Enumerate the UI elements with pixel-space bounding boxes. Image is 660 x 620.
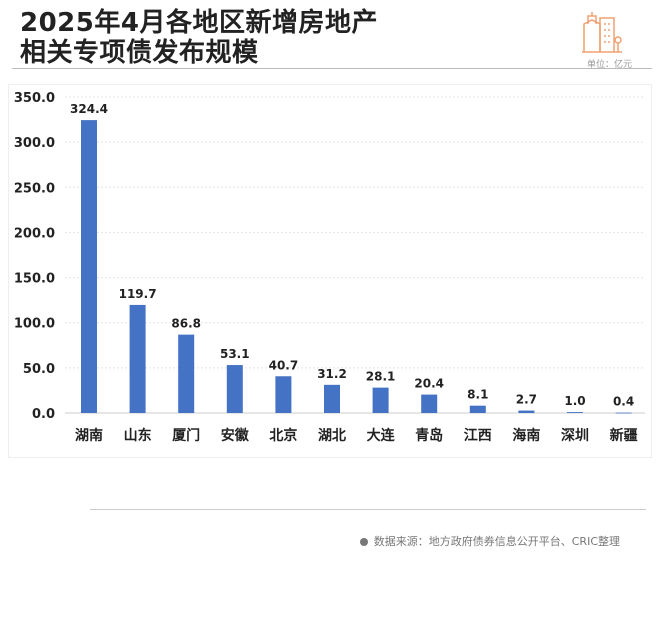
x-tick-label: 青岛 <box>415 427 443 444</box>
y-tick-label: 250.0 <box>14 181 55 196</box>
data-label: 119.7 <box>119 287 157 301</box>
y-tick-label: 100.0 <box>14 317 55 332</box>
data-label: 2.7 <box>516 393 537 407</box>
bar <box>81 120 97 413</box>
bar <box>372 387 389 413</box>
bullet-icon <box>359 538 368 546</box>
x-tick-label: 山东 <box>124 427 152 444</box>
x-tick-label: 大连 <box>367 427 396 444</box>
bar <box>421 394 438 413</box>
data-label: 53.1 <box>220 347 250 361</box>
data-label: 40.7 <box>269 358 299 372</box>
divider <box>12 68 652 69</box>
y-tick-label: 0.0 <box>32 407 55 422</box>
x-tick-label: 海南 <box>512 427 540 444</box>
bar <box>275 376 292 413</box>
y-tick-label: 150.0 <box>14 272 55 287</box>
x-tick-label: 厦门 <box>172 427 200 444</box>
x-tick-label: 湖北 <box>318 428 346 444</box>
buildings-icon <box>582 12 622 53</box>
y-tick-label: 350.0 <box>14 91 55 106</box>
x-tick-label: 北京 <box>269 427 297 444</box>
bar <box>567 412 583 413</box>
y-tick-label: 300.0 <box>14 136 55 151</box>
x-tick-label: 安徽 <box>221 427 250 444</box>
x-tick-label: 湖南 <box>75 427 103 444</box>
data-label: 28.1 <box>366 370 396 384</box>
page-title: 2025年4月各地区新增房地产 相关专项债发布规模 <box>20 8 378 68</box>
x-tick-label: 新疆 <box>610 427 638 444</box>
chart-frame <box>8 84 652 458</box>
bar <box>129 304 146 413</box>
y-tick-label: 50.0 <box>23 362 55 377</box>
data-label: 20.4 <box>414 377 444 391</box>
data-label: 86.8 <box>171 317 201 331</box>
data-label: 324.4 <box>70 102 108 116</box>
x-tick-label: 江西 <box>464 427 492 444</box>
source-note: 数据来源：地方政府债券信息公开平台、CRIC整理 <box>359 533 620 549</box>
bar <box>615 412 632 414</box>
source-text: 数据来源：地方政府债券信息公开平台、CRIC整理 <box>373 535 620 548</box>
title-line-1: 2025年4月各地区新增房地产 <box>20 8 378 38</box>
data-label: 31.2 <box>317 367 347 381</box>
bar <box>518 410 535 413</box>
bar <box>226 365 243 413</box>
y-tick-label: 200.0 <box>14 226 55 241</box>
data-label: 1.0 <box>564 394 585 408</box>
bar <box>469 405 486 413</box>
bar <box>178 334 195 413</box>
x-tick-label: 深圳 <box>561 427 589 444</box>
bar <box>324 384 340 413</box>
title-line-2: 相关专项债发布规模 <box>20 38 259 68</box>
unit-label: 单位：亿元 <box>586 60 632 70</box>
footer-divider <box>90 509 646 510</box>
data-label: 0.4 <box>613 395 634 409</box>
data-label: 8.1 <box>467 388 488 402</box>
